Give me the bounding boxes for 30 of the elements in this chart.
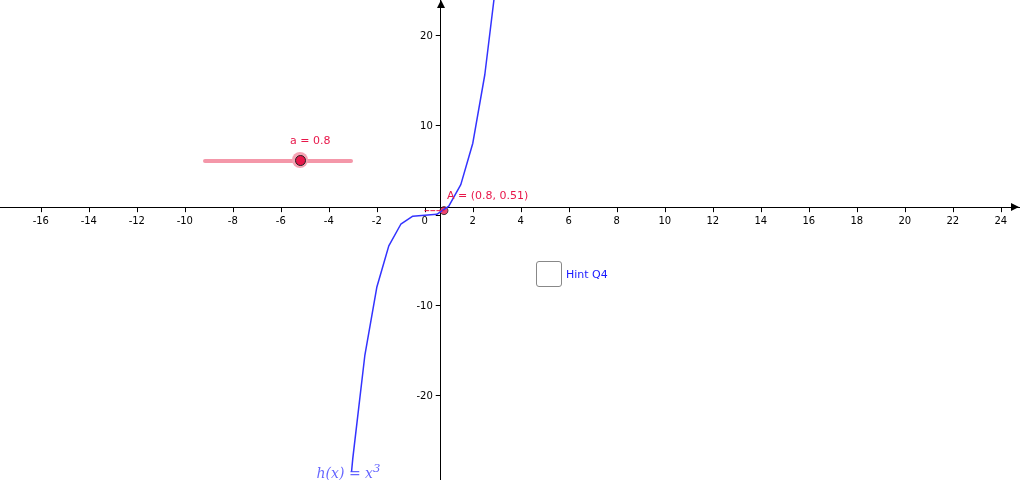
x-tick-label: -16	[32, 214, 49, 226]
y-tick-label: 20	[420, 29, 433, 41]
x-tick-label: 10	[658, 214, 672, 226]
x-tick-label: -4	[323, 214, 334, 226]
x-tick-label: 14	[754, 214, 768, 226]
y-tick-label: 10	[420, 119, 433, 131]
line-series	[350, 0, 495, 472]
x-tick-label: 0	[421, 214, 428, 226]
annotation: a = 0.8	[290, 134, 331, 147]
x-tick-label: 6	[565, 214, 572, 226]
x-tick-label: 8	[613, 214, 620, 226]
x-tick-label: 18	[850, 214, 864, 226]
annotation: A = (0.8, 0.51)	[447, 188, 529, 202]
x-tick-label: -2	[371, 214, 382, 226]
annotation: Hint Q4	[566, 268, 608, 281]
x-tick-label: 24	[994, 214, 1008, 226]
x-tick-label: -6	[275, 214, 286, 226]
y-tick-label: -20	[416, 389, 433, 401]
x-tick-label: 12	[706, 214, 720, 226]
x-tick-label: -8	[227, 214, 238, 226]
x-tick-label: 20	[898, 214, 912, 226]
x-tick-label: 2	[469, 214, 476, 226]
x-tick-label: -12	[128, 214, 145, 226]
x-tick-label: 16	[802, 214, 816, 226]
x-tick-label: 22	[946, 214, 960, 226]
x-tick-label: 4	[517, 214, 524, 226]
x-tick-label: -10	[176, 214, 193, 226]
series-label: h(x) = x$^{3}$	[316, 460, 381, 480]
y-tick-label: -10	[416, 299, 433, 311]
x-tick-label: -14	[80, 214, 97, 226]
